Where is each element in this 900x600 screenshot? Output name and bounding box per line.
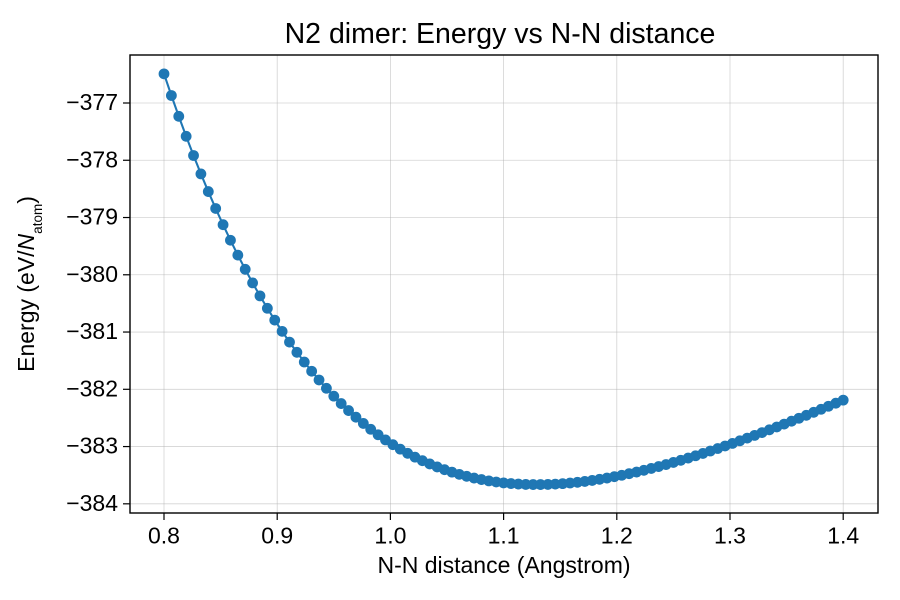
svg-text:−382: −382 [66,375,118,401]
svg-text:−380: −380 [66,261,118,287]
svg-text:−384: −384 [66,490,118,516]
svg-text:N-N distance (Angstrom): N-N distance (Angstrom) [377,552,630,578]
svg-text:−381: −381 [66,318,118,344]
svg-text:1.0: 1.0 [374,523,406,549]
svg-text:−379: −379 [66,204,118,230]
svg-text:−377: −377 [66,89,118,115]
svg-text:−383: −383 [66,433,118,459]
svg-text:−378: −378 [66,146,118,172]
svg-text:0.8: 0.8 [148,523,180,549]
svg-text:1.4: 1.4 [827,523,859,549]
svg-text:0.9: 0.9 [261,523,293,549]
svg-text:1.1: 1.1 [488,523,520,549]
svg-text:1.2: 1.2 [601,523,633,549]
svg-text:1.3: 1.3 [714,523,746,549]
svg-text:N2 dimer: Energy vs N-N distan: N2 dimer: Energy vs N-N distance [285,18,716,50]
